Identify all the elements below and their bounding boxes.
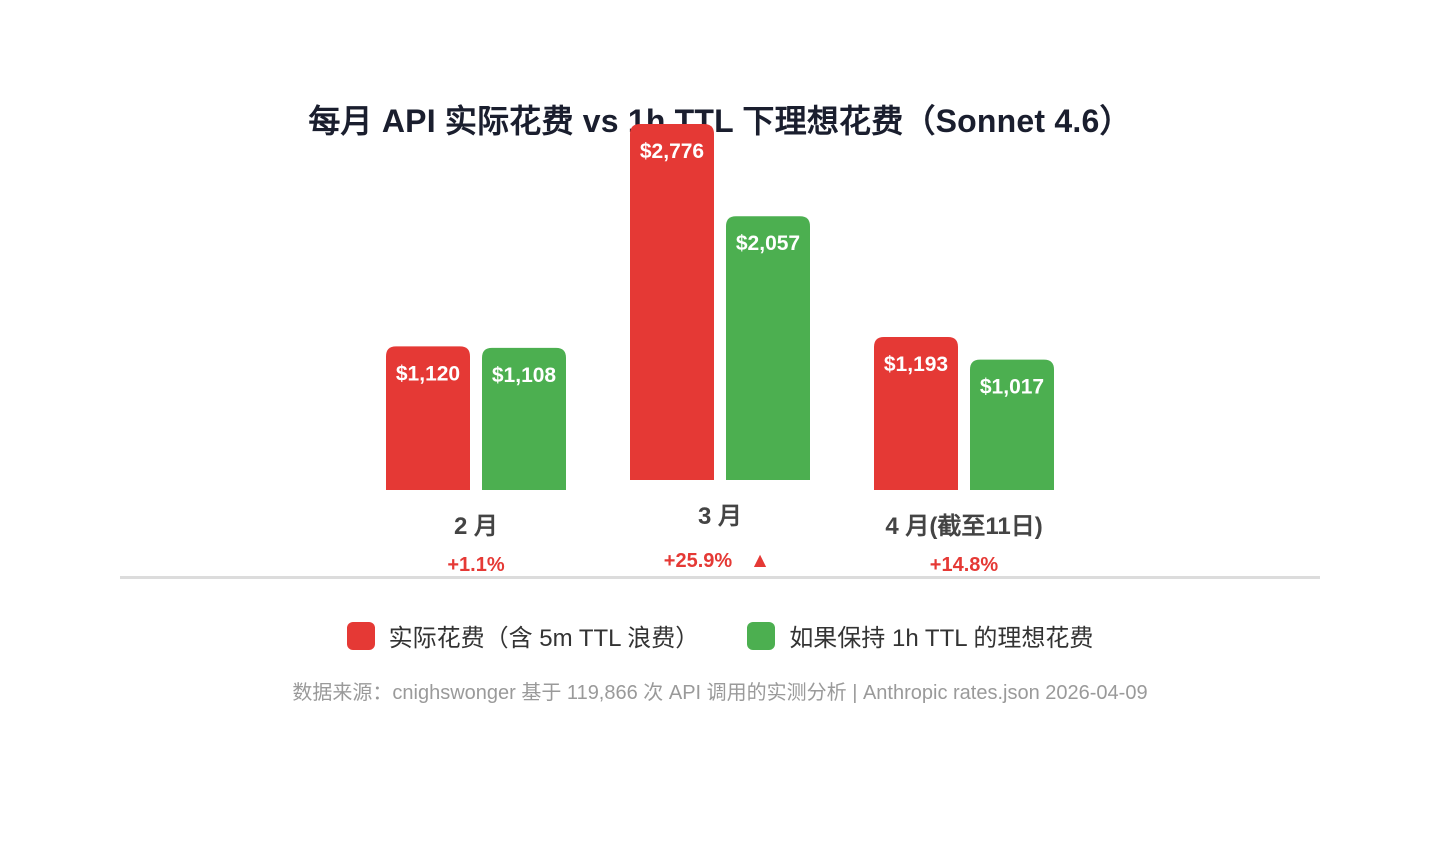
legend-item-actual[interactable]: 实际花费（含 5m TTL 浪费） xyxy=(346,618,700,653)
legend-label-actual: 实际花费（含 5m TTL 浪费） xyxy=(388,625,700,652)
legend-swatch-actual xyxy=(346,621,375,650)
chart-baseline xyxy=(120,576,1320,579)
bars-layer xyxy=(386,124,1054,490)
delta-label-2: +14.8% xyxy=(930,554,999,576)
bar-value-label-actual-1: $2,776 xyxy=(640,140,704,163)
delta-label-1: +25.9% xyxy=(664,550,733,572)
bar-value-label-actual-0: $1,120 xyxy=(396,362,460,385)
legend-swatch-ideal xyxy=(747,621,776,650)
category-label-0: 2 月 xyxy=(454,513,498,540)
increase-triangle-icon: ▲ xyxy=(754,550,767,569)
chart-title: 每月 API 实际花费 vs 1h TTL 下理想花费（Sonnet 4.6） xyxy=(308,103,1132,139)
bar-value-label-actual-2: $1,193 xyxy=(884,353,948,376)
legend-label-ideal: 如果保持 1h TTL 的理想花费 xyxy=(789,625,1094,652)
bar-value-label-ideal-2: $1,017 xyxy=(980,376,1044,399)
bar-ideal-2[interactable] xyxy=(970,359,1054,490)
legend-item-ideal[interactable]: 如果保持 1h TTL 的理想花费 xyxy=(747,618,1093,653)
bar-actual-2[interactable] xyxy=(874,337,958,490)
labels-layer: $1,120 $1,108 2 月 +1.1% $2,776 $2,057 3 月 +25.9… xyxy=(396,140,1044,576)
bar-actual-1[interactable] xyxy=(630,124,714,480)
delta-label-0: +1.1% xyxy=(447,554,504,576)
bar-value-label-ideal-0: $1,108 xyxy=(492,364,557,387)
legend: 实际花费（含 5m TTL 浪费） 如果保持 1h TTL 的理想花费 xyxy=(0,618,1440,653)
category-label-2: 4 月(截至11日) xyxy=(885,512,1042,540)
bar-value-label-ideal-1: $2,057 xyxy=(736,232,800,255)
bar-ideal-1[interactable] xyxy=(726,216,810,480)
bar-actual-0[interactable] xyxy=(386,346,470,490)
category-label-1: 3 月 xyxy=(698,503,742,530)
source-note: 数据来源：cnighswonger 基于 119,866 次 API 调用的实测… xyxy=(292,682,1148,704)
bar-ideal-0[interactable] xyxy=(482,347,566,490)
